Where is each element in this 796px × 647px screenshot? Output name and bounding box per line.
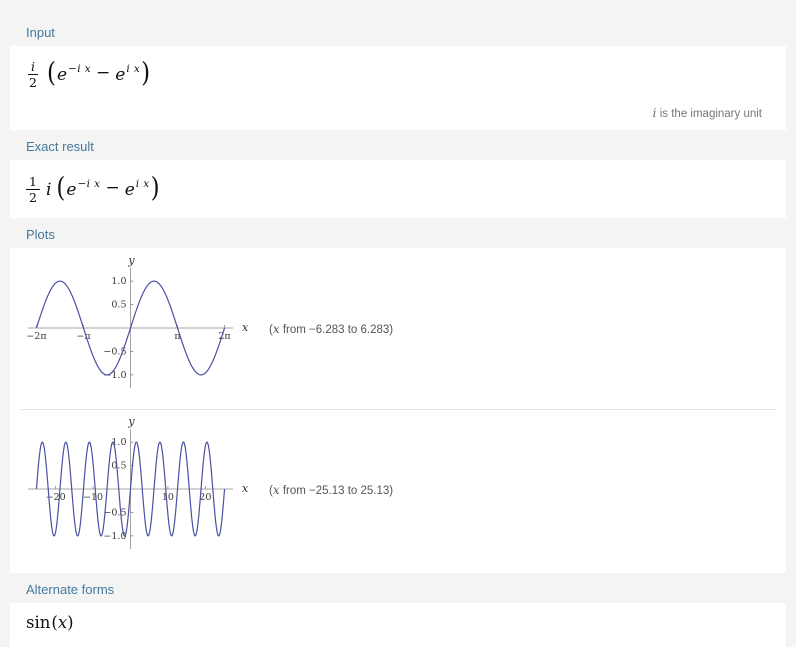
alternate-forms-pod: Alternate forms sin(x): [10, 573, 786, 647]
input-pod-header: Input: [26, 25, 55, 40]
minus-sign: −: [105, 177, 120, 198]
e-base: e: [124, 179, 135, 200]
svg-text:2π: 2π: [218, 331, 230, 342]
svg-text:−1.0: −1.0: [103, 531, 126, 542]
e-exponent: −i x: [68, 62, 92, 75]
e-base: e: [66, 179, 77, 200]
svg-text:y: y: [127, 415, 135, 428]
svg-text:10: 10: [162, 492, 174, 503]
svg-text:−2π: −2π: [26, 331, 46, 342]
svg-text:−0.5: −0.5: [103, 507, 126, 518]
svg-text:π: π: [174, 331, 180, 342]
minus-sign: −: [96, 62, 111, 83]
svg-text:0.5: 0.5: [111, 461, 126, 472]
svg-text:20: 20: [199, 492, 211, 503]
plot-row: −20 −10 10 20 1.0 0.5 −0.5 −1.0 x y (x from −25.1…: [10, 413, 786, 567]
fraction-denominator: 2: [29, 190, 37, 205]
plot-divider: [20, 409, 776, 410]
sine-plot-large-range: −20 −10 10 20 1.0 0.5 −0.5 −1.0 x y: [28, 415, 249, 549]
svg-text:−20: −20: [46, 492, 66, 503]
left-paren: (: [46, 57, 56, 88]
plot-caption: (x from −25.13 to 25.13): [269, 483, 393, 497]
alternate-form-formula: sin(x): [26, 613, 770, 632]
svg-text:y: y: [127, 254, 135, 267]
plot-caption: (x from −6.283 to 6.283): [269, 322, 393, 336]
fraction-numerator: i: [27, 59, 38, 75]
function-argument: x: [57, 613, 68, 632]
imaginary-unit-symbol: i: [652, 105, 657, 120]
svg-text:−π: −π: [76, 331, 90, 342]
caption-paren: (: [269, 324, 273, 336]
fraction: 1 2: [26, 174, 40, 205]
sine-plot-small-range: −2π −π π 2π 1.0 0.5 −0.5 −1.0 x y: [26, 254, 249, 388]
e-exponent: i x: [135, 177, 150, 190]
imaginary-unit-note: i is the imaginary unit: [653, 105, 762, 120]
fraction-numerator: 1: [26, 174, 40, 190]
exact-result-pod-header: Exact result: [26, 139, 94, 154]
e-base: e: [56, 64, 67, 85]
plots-pod-header: Plots: [26, 227, 55, 242]
svg-text:−10: −10: [83, 492, 103, 503]
alternate-forms-pod-header: Alternate forms: [26, 582, 115, 597]
plots-pod-body: −2π −π π 2π 1.0 0.5 −0.5 −1.0 x y (x from −6.283 …: [10, 248, 786, 573]
caption-variable: x: [272, 483, 280, 497]
svg-text:−0.5: −0.5: [103, 346, 126, 357]
svg-text:0.5: 0.5: [111, 300, 126, 311]
plot-row: −2π −π π 2π 1.0 0.5 −0.5 −1.0 x y (x from −6.283 …: [10, 252, 786, 406]
svg-text:−1.0: −1.0: [103, 370, 126, 381]
caption-variable: x: [272, 322, 280, 336]
svg-text:x: x: [242, 321, 249, 334]
e-exponent: −i x: [77, 177, 101, 190]
right-paren: ): [141, 57, 151, 88]
caption-paren: (: [269, 485, 273, 497]
svg-text:x: x: [242, 482, 249, 495]
caption-range: from −25.13 to 25.13): [279, 485, 394, 497]
fraction-denominator: 2: [29, 75, 37, 90]
alternate-forms-pod-body: sin(x): [10, 603, 786, 647]
plots-pod: Plots −2π −π π 2π 1.0 0.5 −0.5 −1.0 x y (x from −…: [10, 218, 786, 573]
function-name: sin: [26, 613, 51, 632]
svg-text:1.0: 1.0: [111, 437, 126, 448]
right-paren: ): [150, 172, 160, 203]
e-exponent: i x: [126, 62, 141, 75]
left-paren: (: [56, 172, 66, 203]
fraction: i 2: [26, 59, 40, 90]
caption-range: from −6.283 to 6.283): [279, 324, 394, 336]
coefficient-i: i: [45, 179, 52, 200]
imaginary-unit-text: is the imaginary unit: [656, 108, 762, 120]
svg-text:1.0: 1.0: [111, 276, 126, 287]
e-base: e: [115, 64, 126, 85]
right-paren: ): [67, 613, 74, 632]
